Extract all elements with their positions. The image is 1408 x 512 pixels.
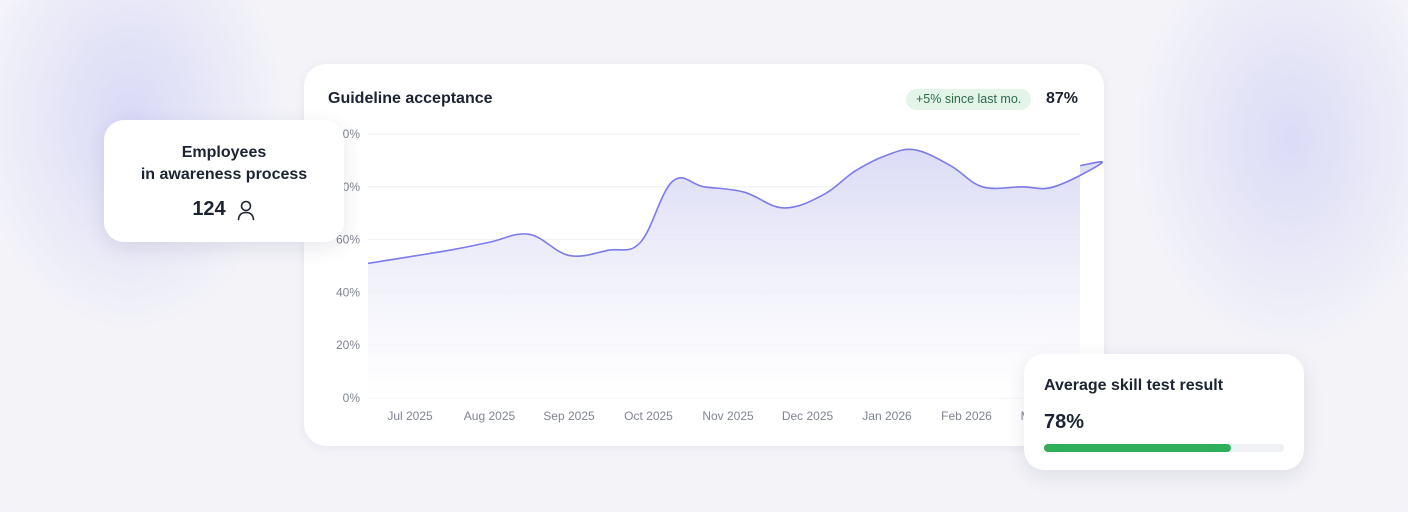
- employees-title-line2: in awareness process: [140, 166, 308, 183]
- skill-test-value: 78%: [1044, 411, 1085, 433]
- skill-progress-track: [1044, 444, 1284, 452]
- acceptance-value: 87%: [1045, 90, 1078, 107]
- skill-progress-fill: [1044, 444, 1232, 452]
- x-tick-label: Feb 2026: [941, 409, 992, 423]
- employees-count: 124: [192, 198, 226, 220]
- x-tick-label: Aug 2025: [464, 409, 516, 423]
- y-tick-label: 40%: [336, 285, 360, 299]
- y-tick-label: 20%: [336, 338, 360, 352]
- x-tick-label: Dec 2025: [782, 409, 834, 423]
- x-tick-label: Nov 2025: [702, 409, 754, 423]
- employees-count-row: 124: [104, 198, 344, 221]
- employees-card: Employees in awareness process 124: [104, 120, 344, 242]
- employees-title-line1: Employees: [181, 144, 267, 161]
- change-badge: +5% since last mo.: [906, 89, 1032, 110]
- x-tick-label: Jul 2025: [387, 409, 433, 423]
- y-tick-label: 60%: [336, 233, 360, 247]
- y-tick-label: 0%: [343, 391, 361, 405]
- employees-title: Employees in awareness process: [104, 142, 344, 186]
- x-tick-label: Sep 2025: [543, 409, 595, 423]
- x-tick-label: Oct 2025: [624, 409, 673, 423]
- series-line: [367, 148, 1104, 265]
- person-icon: [237, 200, 254, 220]
- series-area: [368, 149, 1103, 398]
- skill-test-card: Average skill test result 78%: [1024, 354, 1304, 470]
- acceptance-area-chart: 0%20%40%60%80%100%Jul 2025 Aug 2025 Sep 20…: [329, 127, 1104, 423]
- card-title: Guideline acceptance: [328, 90, 493, 107]
- skill-test-title: Average skill test result: [1044, 377, 1224, 394]
- guideline-acceptance-card: Guideline acceptance +5% since last mo. …: [304, 64, 1104, 446]
- x-tick-label: Jan 2026: [862, 409, 912, 423]
